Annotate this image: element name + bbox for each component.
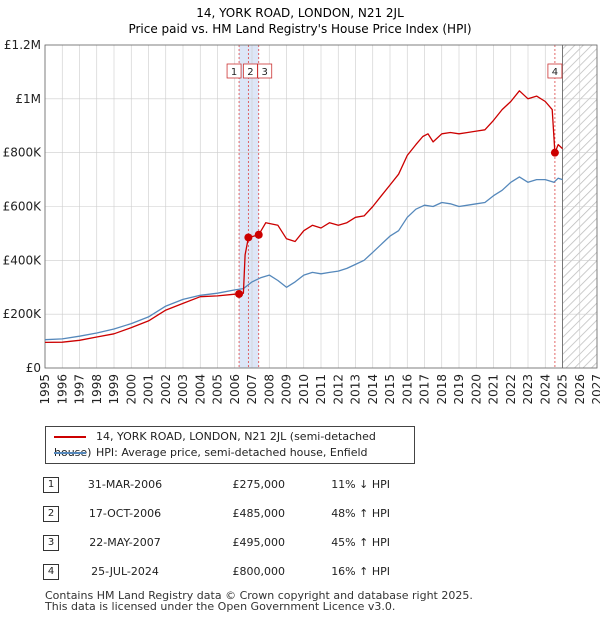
- row-price: £275,000: [232, 478, 286, 491]
- x-tick-label: 2004: [193, 374, 207, 405]
- y-tick-label: £200K: [3, 307, 43, 321]
- y-tick-label: £800K: [3, 146, 43, 160]
- row-price: £485,000: [232, 507, 286, 520]
- chart-title: 14, YORK ROAD, LONDON, N21 2JL: [196, 6, 404, 20]
- row-hpi: 16% ↑ HPI: [331, 565, 390, 578]
- transaction-point: [244, 233, 253, 242]
- transaction-label: 4: [552, 67, 558, 78]
- row-date: 25-JUL-2024: [91, 565, 159, 578]
- row-price: £495,000: [232, 536, 286, 549]
- legend-item-property: 14, YORK ROAD, LONDON, N21 2JL (semi-det…: [54, 429, 414, 459]
- x-tick-label: 2014: [366, 374, 380, 405]
- x-tick-label: 2006: [228, 374, 242, 405]
- x-tick-label: 2026: [573, 374, 587, 405]
- transaction-point: [550, 148, 559, 157]
- series-line-property: [44, 90, 563, 344]
- x-tick-label: 2007: [245, 374, 259, 405]
- x-tick-label: 2003: [176, 374, 190, 405]
- row-number: 2: [43, 505, 59, 522]
- table-row: 4 25-JUL-2024 £800,000 16% ↑ HPI: [43, 557, 390, 586]
- x-tick-label: 2024: [538, 374, 552, 405]
- x-tick-label: 1995: [38, 374, 52, 405]
- legend-swatch-blue: [54, 452, 86, 454]
- transaction-label-box: [547, 63, 563, 79]
- row-hpi: 48% ↑ HPI: [331, 507, 390, 520]
- x-tick-label: 2000: [124, 374, 138, 405]
- chart-subtitle: Price paid vs. HM Land Registry's House …: [128, 22, 471, 36]
- x-tick-label: 2027: [590, 374, 600, 405]
- x-tick-label: 2021: [487, 374, 501, 405]
- transaction-label-box: [226, 63, 242, 79]
- row-number: 1: [43, 476, 59, 493]
- footer-licence: This data is licensed under the Open Gov…: [45, 600, 396, 613]
- y-tick-label: £1.2M: [4, 38, 41, 52]
- y-tick-label: £600K: [3, 200, 43, 214]
- x-tick-label: 2015: [383, 374, 397, 405]
- x-tick-label: 2002: [159, 374, 173, 405]
- row-number: 3: [43, 534, 59, 551]
- x-tick-label: 2008: [262, 374, 276, 405]
- transaction-point: [254, 230, 263, 239]
- footer-copyright: Contains HM Land Registry data © Crown c…: [45, 589, 473, 602]
- x-tick-label: 1998: [90, 374, 104, 405]
- row-price: £800,000: [232, 565, 286, 578]
- row-hpi: 45% ↑ HPI: [331, 536, 390, 549]
- x-tick-label: 2001: [142, 374, 156, 405]
- table-row: 1 31-MAR-2006 £275,000 11% ↓ HPI: [43, 470, 390, 499]
- x-tick-label: 1996: [55, 374, 69, 405]
- x-tick-label: 1999: [107, 374, 121, 405]
- legend-label-hpi: HPI: Average price, semi-detached house,…: [96, 446, 368, 459]
- x-tick-label: 2012: [331, 374, 345, 405]
- plot-border: [44, 44, 598, 369]
- row-date: 17-OCT-2006: [88, 507, 162, 520]
- transaction-label-box: [257, 63, 273, 79]
- transactions-table: 1 31-MAR-2006 £275,000 11% ↓ HPI 2 17-OC…: [43, 470, 390, 586]
- legend-swatch-red: [54, 436, 86, 438]
- table-row: 2 17-OCT-2006 £485,000 48% ↑ HPI: [43, 499, 390, 528]
- y-tick-label: £1M: [15, 92, 41, 106]
- transaction-label: 1: [231, 67, 237, 78]
- x-tick-label: 2025: [556, 374, 570, 405]
- table-row: 3 22-MAY-2007 £495,000 45% ↑ HPI: [43, 528, 390, 557]
- x-tick-label: 2019: [452, 374, 466, 405]
- x-tick-label: 2016: [400, 374, 414, 405]
- x-tick-label: 2011: [314, 374, 328, 405]
- row-hpi: 11% ↓ HPI: [331, 478, 390, 491]
- x-tick-label: 1997: [73, 374, 87, 405]
- x-tick-label: 2017: [418, 374, 432, 405]
- transaction-label: 3: [262, 67, 268, 78]
- row-date: 31-MAR-2006: [87, 478, 163, 491]
- legend-item-hpi: HPI: Average price, semi-detached house,…: [54, 445, 368, 461]
- x-tick-label: 2010: [297, 374, 311, 405]
- x-tick-label: 2009: [280, 374, 294, 405]
- series-line-hpi: [44, 176, 563, 341]
- x-tick-label: 2018: [435, 374, 449, 405]
- legend: 14, YORK ROAD, LONDON, N21 2JL (semi-det…: [45, 426, 415, 464]
- row-number: 4: [43, 563, 59, 580]
- x-tick-label: 2023: [521, 374, 535, 405]
- x-tick-label: 2020: [469, 374, 483, 405]
- y-tick-label: £400K: [3, 253, 43, 267]
- price-chart: 14, YORK ROAD, LONDON, N21 2JL Price pai…: [3, 6, 600, 405]
- x-tick-label: 2005: [211, 374, 225, 405]
- footer: Contains HM Land Registry data © Crown c…: [45, 590, 473, 612]
- transaction-label: 2: [247, 67, 253, 78]
- x-tick-label: 2022: [504, 374, 518, 405]
- x-tick-label: 2013: [349, 374, 363, 405]
- transaction-point: [235, 289, 244, 298]
- y-tick-label: £0: [26, 361, 41, 375]
- row-date: 22-MAY-2007: [89, 536, 161, 549]
